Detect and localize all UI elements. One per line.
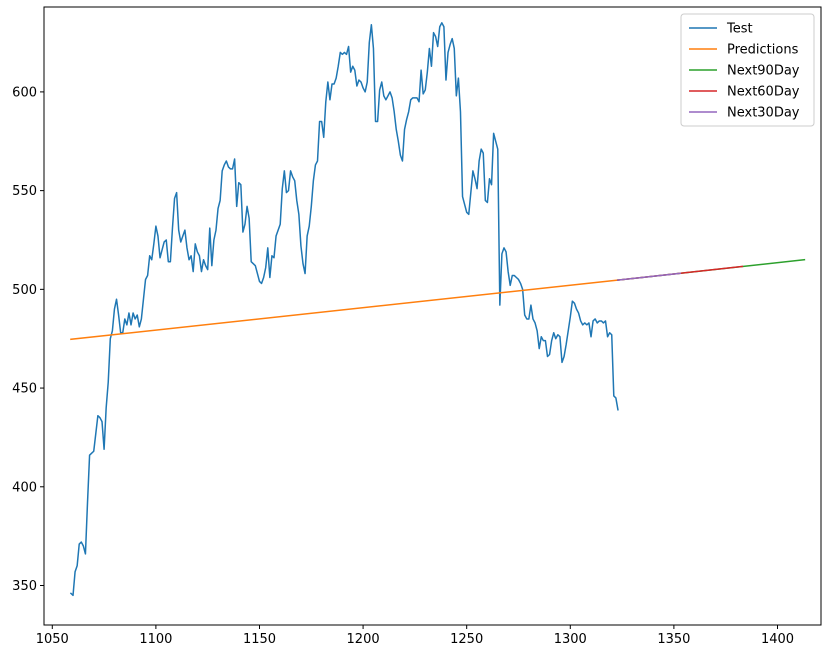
series-line-next30day bbox=[617, 272, 681, 281]
legend-label-next90day: Next90Day bbox=[727, 64, 800, 79]
plot-frame bbox=[43, 6, 822, 626]
x-tick-label: 1350 bbox=[657, 632, 690, 647]
series-line-test bbox=[69, 22, 619, 597]
y-tick-label: 550 bbox=[12, 184, 37, 199]
y-tick-label: 400 bbox=[12, 480, 37, 495]
y-tick-label: 450 bbox=[12, 382, 37, 397]
x-tick-label: 1150 bbox=[243, 632, 276, 647]
legend-label-next60day: Next60Day bbox=[727, 85, 800, 100]
x-tick-label: 1400 bbox=[761, 632, 794, 647]
x-tick-label: 1250 bbox=[450, 632, 483, 647]
x-tick-label: 1200 bbox=[347, 632, 380, 647]
legend-label-test: Test bbox=[726, 22, 753, 37]
y-tick-label: 500 bbox=[12, 283, 37, 298]
y-tick-label: 350 bbox=[12, 579, 37, 594]
legend-label-predictions: Predictions bbox=[727, 43, 799, 58]
legend-label-next30day: Next30Day bbox=[727, 106, 800, 121]
x-tick-label: 1050 bbox=[36, 632, 69, 647]
legend: Test Predictions Next90Day Next60Day Next30D… bbox=[680, 13, 815, 127]
plot-lines bbox=[69, 22, 806, 597]
x-axis: 1050 1100 1150 1200 1250 1300 1350 1400 bbox=[36, 625, 794, 647]
x-tick-label: 1300 bbox=[554, 632, 587, 647]
series-line-predictions bbox=[70, 279, 619, 341]
x-tick-label: 1100 bbox=[139, 632, 172, 647]
legend-box bbox=[680, 13, 815, 127]
y-tick-label: 600 bbox=[12, 85, 37, 100]
y-axis: 350 400 450 500 550 600 bbox=[12, 85, 44, 594]
